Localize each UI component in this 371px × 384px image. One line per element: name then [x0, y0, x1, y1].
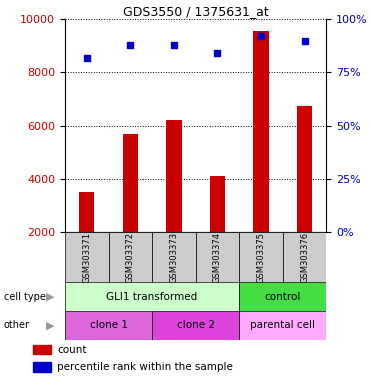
Text: clone 2: clone 2: [177, 320, 215, 331]
Text: GSM303374: GSM303374: [213, 232, 222, 283]
Text: ▶: ▶: [46, 320, 54, 331]
Text: percentile rank within the sample: percentile rank within the sample: [58, 362, 233, 372]
Text: other: other: [4, 320, 30, 331]
Bar: [283, 232, 326, 282]
Point: [84, 55, 90, 61]
Text: GSM303375: GSM303375: [257, 232, 266, 283]
Text: cell type: cell type: [4, 291, 46, 302]
Text: GSM303371: GSM303371: [82, 232, 91, 283]
Point: [127, 42, 133, 48]
Bar: [297, 106, 312, 286]
Bar: [239, 282, 326, 311]
Bar: [239, 232, 283, 282]
Bar: [196, 232, 239, 282]
Text: clone 1: clone 1: [89, 320, 128, 331]
Point: [258, 33, 264, 39]
Point: [214, 50, 220, 56]
Point: [171, 42, 177, 48]
Text: GSM303372: GSM303372: [126, 232, 135, 283]
Bar: [33, 362, 51, 372]
Text: GSM303373: GSM303373: [170, 232, 178, 283]
Bar: [152, 232, 196, 282]
Text: ▶: ▶: [46, 291, 54, 302]
Bar: [65, 282, 239, 311]
Text: control: control: [265, 291, 301, 302]
Bar: [65, 311, 152, 340]
Text: GSM303376: GSM303376: [300, 232, 309, 283]
Bar: [108, 232, 152, 282]
Bar: [210, 176, 225, 286]
Bar: [123, 134, 138, 286]
Text: count: count: [58, 344, 87, 354]
Bar: [166, 121, 181, 286]
Bar: [33, 345, 51, 354]
Bar: [253, 31, 269, 286]
Text: parental cell: parental cell: [250, 320, 315, 331]
Title: GDS3550 / 1375631_at: GDS3550 / 1375631_at: [123, 5, 269, 18]
Bar: [239, 311, 326, 340]
Point: [302, 38, 308, 44]
Bar: [79, 192, 94, 286]
Bar: [152, 311, 239, 340]
Bar: [65, 232, 109, 282]
Text: GLI1 transformed: GLI1 transformed: [106, 291, 198, 302]
